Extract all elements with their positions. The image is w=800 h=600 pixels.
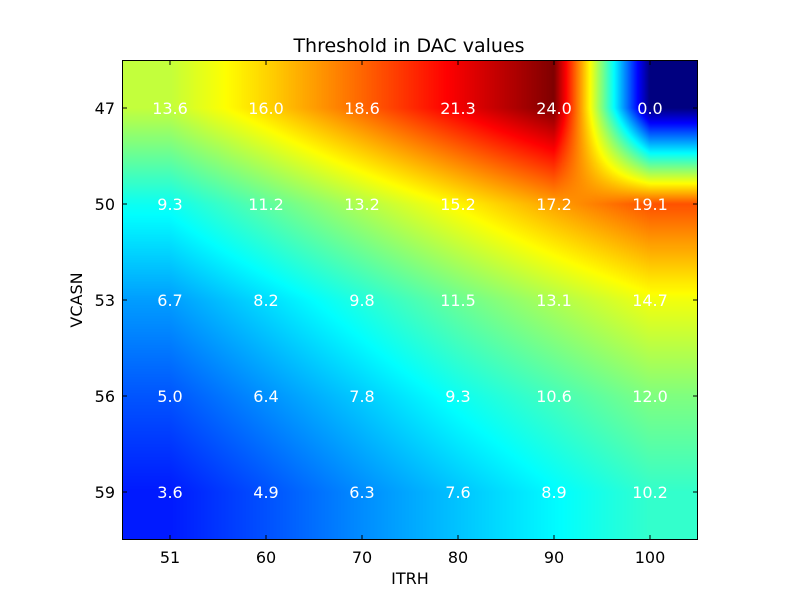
cell-value-label: 14.7 [632,291,668,310]
cell-value-label: 10.2 [632,483,668,502]
cell-value-label: 5.0 [157,387,182,406]
cell-value-label: 8.2 [253,291,278,310]
cell-value-label: 8.9 [541,483,566,502]
y-tick-label: 47 [95,99,115,118]
x-tick-label: 51 [160,548,180,567]
chart-title: Threshold in DAC values [292,35,524,57]
cell-value-label: 15.2 [440,195,476,214]
cell-value-label: 3.6 [157,483,182,502]
heatmap-surface [122,60,698,540]
cell-value-label: 7.6 [445,483,470,502]
cell-value-label: 0.0 [637,99,662,118]
cell-value-label: 16.0 [248,99,284,118]
cell-value-label: 17.2 [536,195,572,214]
y-axis-label: VCASN [67,272,86,327]
cell-value-label: 11.2 [248,195,284,214]
cell-value-label: 13.2 [344,195,380,214]
y-tick-label: 53 [95,291,115,310]
cell-value-label: 4.9 [253,483,278,502]
cell-value-label: 9.8 [349,291,374,310]
x-tick-label: 70 [352,548,372,567]
x-tick-label: 80 [448,548,468,567]
cell-value-label: 18.6 [344,99,380,118]
x-axis-tick-labels: 51 60 70 80 90 100 [160,548,665,567]
cell-value-label: 9.3 [445,387,470,406]
cell-value-label: 6.4 [253,387,278,406]
cell-value-label: 24.0 [536,99,572,118]
x-tick-label: 90 [544,548,564,567]
x-axis-label: ITRH [391,569,429,588]
cell-value-label: 10.6 [536,387,572,406]
cell-value-label: 13.1 [536,291,572,310]
y-tick-label: 50 [95,195,115,214]
cell-value-label: 11.5 [440,291,476,310]
cell-value-label: 7.8 [349,387,374,406]
cell-value-labels: 13.6 16.0 18.6 21.3 24.0 0.0 9.3 11.2 13.2 15.2 17… [152,99,668,502]
x-tick-label: 100 [635,548,666,567]
y-axis-tick-labels: 47 50 53 56 59 [95,99,115,502]
heatmap-canvas-holder [122,60,698,540]
cell-value-label: 6.3 [349,483,374,502]
plot-frame [122,60,698,540]
y-tick-label: 59 [95,483,115,502]
y-tick-label: 56 [95,387,115,406]
plot-area: 13.6 16.0 18.6 21.3 24.0 0.0 9.3 11.2 13.2 15.2 17… [122,60,698,540]
cell-value-label: 9.3 [157,195,182,214]
x-tick-label: 60 [256,548,276,567]
cell-value-label: 12.0 [632,387,668,406]
cell-value-label: 19.1 [632,195,668,214]
cell-value-label: 6.7 [157,291,182,310]
cell-value-label: 21.3 [440,99,476,118]
cell-value-label: 13.6 [152,99,188,118]
